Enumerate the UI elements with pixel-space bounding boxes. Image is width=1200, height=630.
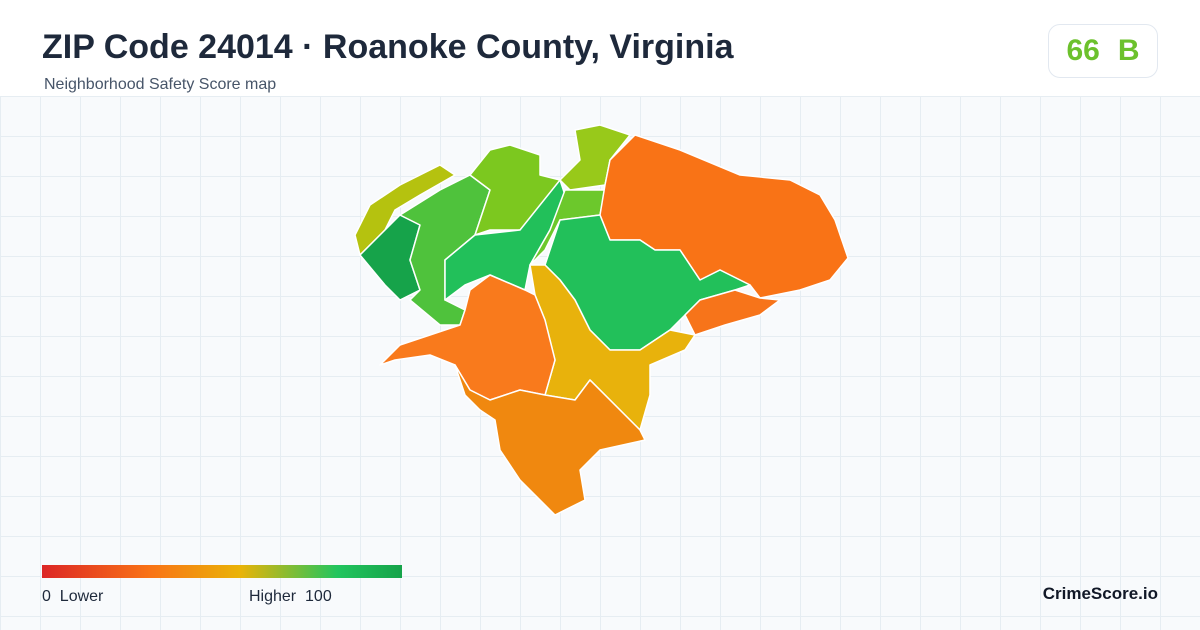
title: ZIP Code 24014 · Roanoke County, Virgini… (42, 28, 734, 66)
legend-min: 0 (42, 588, 51, 605)
legend-max: 100 (305, 588, 332, 605)
score-badge: 66 B (1048, 24, 1158, 78)
legend-high: Higher 100 (249, 588, 332, 606)
header: ZIP Code 24014 · Roanoke County, Virgini… (0, 0, 1200, 96)
legend-min-label: Lower (59, 588, 104, 605)
region (454, 364, 646, 516)
region (444, 179, 566, 301)
brand: CrimeScore.io (1042, 584, 1158, 603)
legend-max-label: Higher (249, 588, 297, 605)
subtitle: Neighborhood Safety Score map (44, 76, 277, 93)
score-grade: B (1117, 34, 1140, 67)
legend-low: 0 Lower (42, 588, 103, 606)
region (684, 289, 781, 336)
score-value: 66 (1066, 34, 1100, 67)
legend-gradient (42, 565, 402, 578)
